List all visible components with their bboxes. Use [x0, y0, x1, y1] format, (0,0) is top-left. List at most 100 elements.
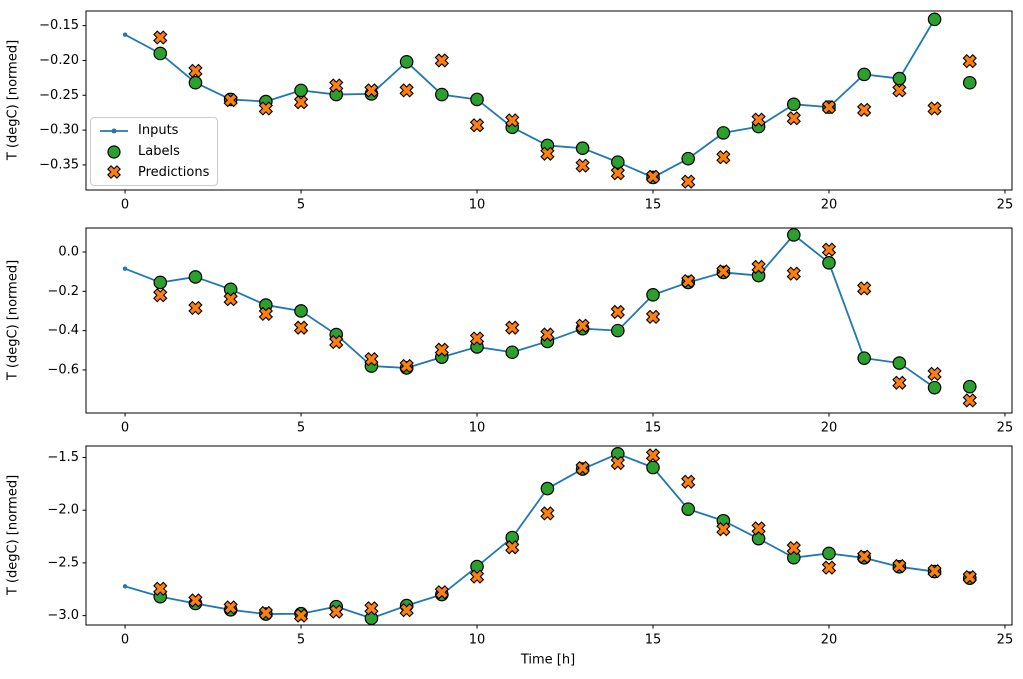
label-point [822, 546, 836, 561]
subplot-3-x-ticks: 0 5 10 15 20 25 [121, 625, 1013, 648]
prediction-point [364, 601, 379, 616]
prediction-point [857, 102, 872, 118]
inputs-path [124, 233, 936, 389]
prediction-point [892, 83, 907, 98]
prediction-point [857, 281, 872, 296]
prediction-point [575, 318, 590, 333]
prediction-point [786, 541, 801, 556]
prediction-point [434, 53, 449, 68]
prediction-point [293, 608, 309, 623]
label-point [470, 92, 484, 107]
y-tick-label: −2.5 [47, 555, 79, 570]
y-axis-label-top: T (degC) [normed] [5, 39, 21, 161]
prediction-point [223, 292, 238, 307]
inputs-path [124, 452, 935, 620]
x-tick-label: 5 [297, 633, 305, 648]
legend-item-inputs: Inputs [99, 121, 211, 141]
subplot-3-y-ticks: −1.5 −2.0 −2.5 −3.0 [47, 450, 86, 623]
prediction-point [751, 112, 766, 127]
prediction-point [540, 146, 555, 161]
prediction-point [751, 521, 766, 536]
prediction-point [153, 288, 168, 303]
prediction-point [364, 83, 379, 98]
label-point [681, 151, 695, 166]
subplot-1-x-ticks: 0 5 10 15 20 25 [121, 190, 1013, 213]
labels-circle-icon [107, 144, 121, 159]
y-tick-label: −0.4 [47, 323, 79, 338]
subplot-3-inputs-line [122, 451, 937, 621]
label-point [188, 75, 203, 90]
label-point [611, 155, 625, 169]
prediction-point [892, 558, 907, 574]
prediction-point [962, 54, 977, 69]
legend-circle [107, 144, 121, 159]
y-axis-label-bottom: T (degC) [normed] [5, 474, 21, 596]
prediction-point [786, 266, 801, 281]
subplot-2-inputs-line [122, 232, 937, 390]
x-tick-label: 10 [469, 633, 486, 648]
legend-x [107, 165, 121, 180]
prediction-point [821, 242, 837, 257]
prediction-point [892, 375, 907, 390]
prediction-point [223, 93, 238, 108]
x-tick-label: 15 [645, 633, 662, 648]
prediction-point [505, 540, 520, 555]
x-axis-label: Time [h] [520, 652, 576, 668]
prediction-point [927, 101, 942, 116]
label-point [962, 379, 977, 394]
label-point [892, 71, 907, 86]
subplot-1-inputs-line [122, 17, 937, 180]
x-tick-label: 20 [821, 633, 838, 648]
subplot-3-frame [85, 445, 1013, 626]
y-tick-label: −0.20 [39, 53, 79, 68]
prediction-point [469, 331, 485, 346]
y-tick-label: −0.2 [47, 284, 79, 299]
prediction-point [188, 593, 203, 608]
subplot-2: 0 5 10 15 20 25 0.0 −0.2 −0.4 −0.6 [47, 227, 1013, 436]
prediction-point [610, 166, 625, 181]
y-tick-label: −1.5 [47, 450, 79, 465]
x-tick-label: 0 [121, 421, 129, 436]
inputs-path [124, 18, 936, 179]
subplot-1-frame [85, 10, 1013, 191]
label-point [892, 356, 907, 370]
input-point [122, 32, 128, 37]
label-point [435, 87, 449, 102]
x-tick-label: 20 [821, 421, 838, 436]
prediction-point [258, 605, 273, 621]
prediction-point [434, 342, 449, 357]
prediction-point [293, 320, 309, 335]
prediction-point [258, 306, 273, 322]
prediction-point [399, 602, 414, 618]
legend-item-labels: Labels [99, 142, 211, 162]
prediction-point [399, 358, 414, 374]
y-tick-label: −3.0 [47, 608, 79, 623]
y-axis-label-middle: T (degC) [normed] [5, 259, 21, 381]
prediction-point [786, 111, 801, 126]
label-point [399, 55, 414, 69]
label-point [857, 67, 871, 82]
label-point [188, 270, 203, 284]
x-tick-label: 15 [645, 198, 662, 213]
label-point [927, 12, 942, 27]
prediction-point [927, 563, 942, 579]
prediction-point [329, 604, 344, 619]
prediction-point [505, 320, 520, 335]
label-point [786, 228, 801, 242]
label-point [505, 345, 520, 360]
prediction-point [469, 569, 485, 584]
prediction-point [540, 506, 555, 521]
prediction-point [821, 99, 837, 115]
input-point [122, 266, 128, 271]
label-point [681, 502, 695, 516]
prediction-point [293, 95, 309, 110]
prediction-point [188, 300, 203, 316]
y-tick-label: −0.25 [39, 88, 79, 103]
inputs-line-icon [100, 128, 128, 134]
label-point [962, 75, 977, 90]
prediction-point [399, 83, 414, 98]
subplot-2-frame [85, 227, 1013, 414]
x-tick-label: 15 [645, 421, 662, 436]
